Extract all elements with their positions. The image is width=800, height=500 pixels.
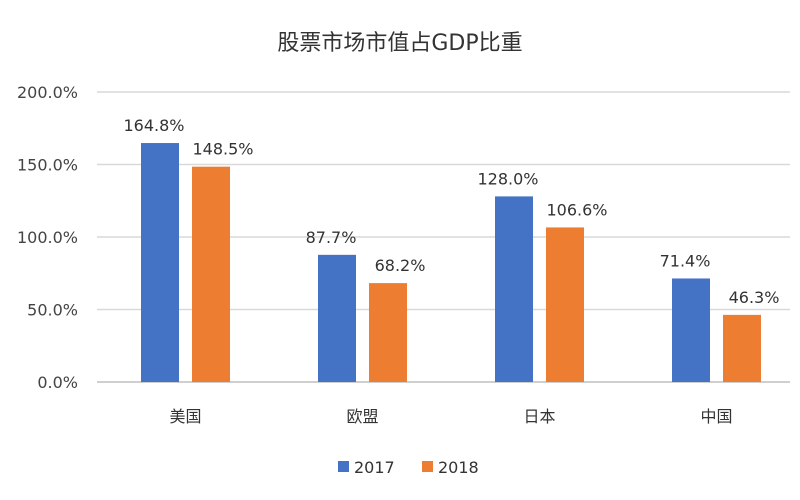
bar-2017 [672, 278, 710, 382]
data-label: 128.0% [477, 169, 538, 188]
y-tick-label: 0.0% [37, 373, 78, 392]
bar-2017 [495, 196, 533, 382]
x-tick-label: 中国 [700, 407, 732, 426]
x-tick-label: 日本 [523, 407, 555, 426]
data-label: 87.7% [306, 228, 357, 247]
bar-2018 [723, 314, 761, 382]
data-label: 71.4% [660, 251, 711, 270]
data-label: 68.2% [375, 256, 426, 275]
bar-2018 [192, 166, 230, 382]
x-tick-label: 美国 [169, 407, 201, 426]
bar-2018 [369, 283, 407, 382]
legend-swatch-2017 [338, 461, 349, 472]
legend-swatch-2018 [422, 461, 433, 472]
bar-2017 [318, 254, 356, 382]
x-tick-label: 欧盟 [346, 407, 378, 426]
y-tick-label: 50.0% [27, 301, 78, 320]
data-label: 46.3% [729, 288, 780, 307]
data-label: 164.8% [123, 116, 184, 135]
y-tick-label: 150.0% [17, 156, 78, 175]
bar-2018 [546, 227, 584, 382]
legend-label: 2017 [354, 458, 395, 477]
bar-2017 [141, 143, 179, 382]
legend-label: 2018 [438, 458, 479, 477]
data-label: 148.5% [192, 140, 253, 159]
data-label: 106.6% [546, 200, 607, 219]
chart-title: 股票市场市值占GDP比重 [277, 31, 522, 56]
y-tick-label: 200.0% [17, 83, 78, 102]
y-tick-label: 100.0% [17, 228, 78, 247]
